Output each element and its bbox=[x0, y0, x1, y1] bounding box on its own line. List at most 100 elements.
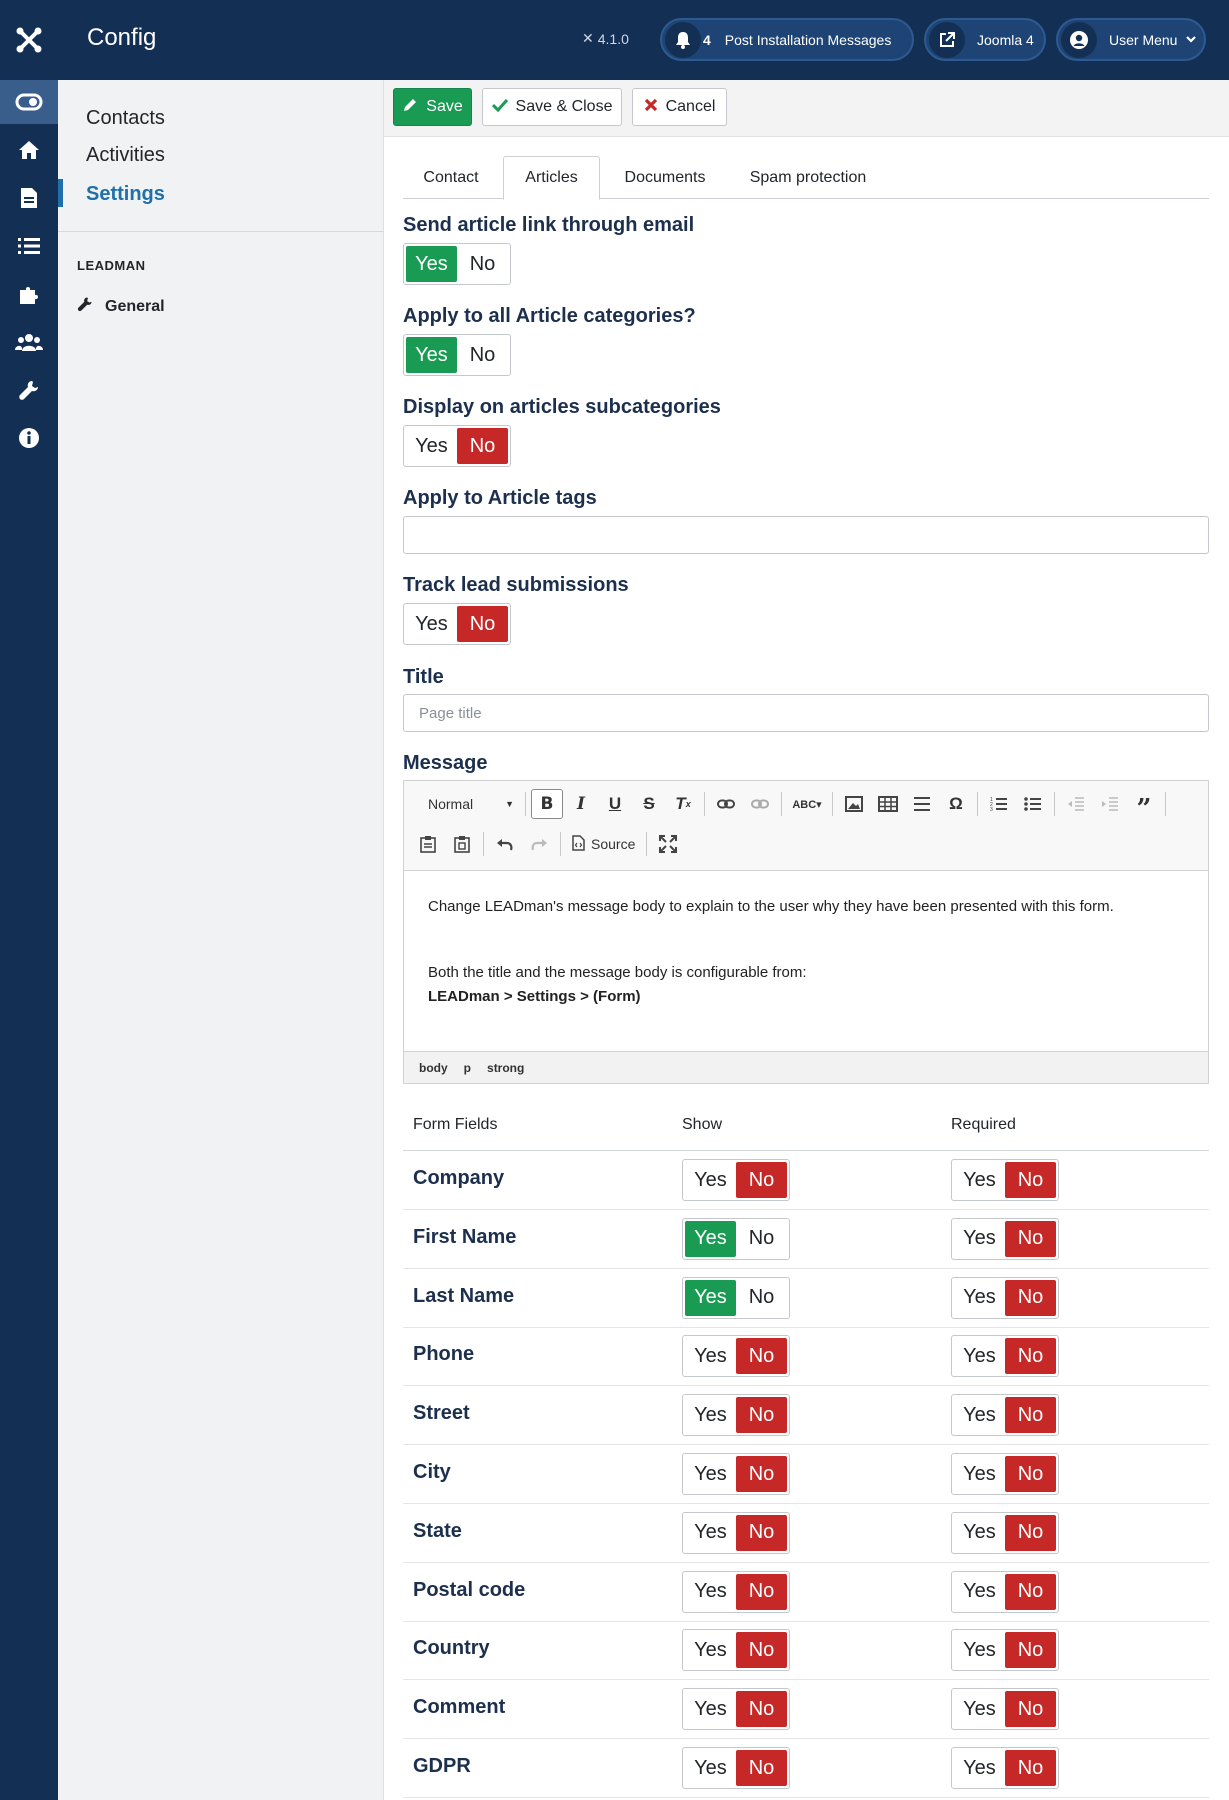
yes-option[interactable]: Yes bbox=[963, 1403, 996, 1426]
no-option[interactable]: No bbox=[1005, 1220, 1056, 1257]
no-option[interactable]: No bbox=[1005, 1632, 1056, 1669]
no-option[interactable]: No bbox=[736, 1397, 787, 1434]
blockquote-icon[interactable]: ” bbox=[1136, 794, 1152, 824]
yes-option[interactable]: Yes bbox=[694, 1756, 727, 1779]
post-installation-messages-button[interactable]: 4 Post Installation Messages bbox=[660, 18, 914, 61]
no-option[interactable]: No bbox=[1005, 1338, 1056, 1375]
toggle-menu-icon[interactable] bbox=[0, 80, 58, 124]
image-icon[interactable] bbox=[838, 789, 870, 819]
no-option[interactable]: No bbox=[1005, 1691, 1056, 1728]
yes-option[interactable]: Yes bbox=[406, 337, 457, 373]
yes-option[interactable]: Yes bbox=[694, 1521, 727, 1544]
yes-option[interactable]: Yes bbox=[963, 1521, 996, 1544]
save-close-button[interactable]: Save & Close bbox=[482, 88, 622, 126]
yes-option[interactable]: Yes bbox=[694, 1403, 727, 1426]
no-option[interactable]: No bbox=[736, 1691, 787, 1728]
no-option[interactable]: No bbox=[1005, 1456, 1056, 1492]
source-button[interactable]: Source bbox=[566, 834, 641, 854]
no-option[interactable]: No bbox=[736, 1456, 787, 1492]
tab-articles[interactable]: Articles bbox=[503, 156, 600, 200]
tags-input[interactable] bbox=[403, 516, 1209, 554]
format-select[interactable]: Normal ▼ bbox=[428, 796, 514, 812]
no-option[interactable]: No bbox=[1005, 1162, 1056, 1198]
indent-icon[interactable] bbox=[1094, 789, 1126, 819]
yes-option[interactable]: Yes bbox=[694, 1168, 727, 1191]
components-puzzle-icon[interactable] bbox=[0, 272, 58, 316]
no-option[interactable]: No bbox=[736, 1514, 787, 1551]
table-icon[interactable] bbox=[872, 789, 904, 819]
redo-icon[interactable] bbox=[523, 829, 555, 859]
path-strong[interactable]: strong bbox=[487, 1060, 525, 1075]
maximize-icon[interactable] bbox=[652, 829, 684, 859]
site-link-button[interactable]: Joomla 4 bbox=[924, 18, 1046, 61]
yes-option[interactable]: Yes bbox=[694, 1580, 727, 1603]
no-option[interactable]: No bbox=[1005, 1279, 1056, 1316]
underline-icon[interactable]: U bbox=[608, 794, 622, 813]
outdent-icon[interactable] bbox=[1060, 789, 1092, 819]
no-option[interactable]: No bbox=[457, 428, 508, 464]
no-option[interactable]: No bbox=[736, 1338, 787, 1375]
submenu-item-general[interactable]: General bbox=[77, 296, 165, 317]
yes-option[interactable]: Yes bbox=[685, 1279, 736, 1316]
strikethrough-icon[interactable]: S bbox=[643, 794, 655, 813]
no-option[interactable]: No bbox=[736, 1632, 787, 1669]
yes-option[interactable]: Yes bbox=[963, 1344, 996, 1367]
system-wrench-icon[interactable] bbox=[0, 368, 58, 412]
yes-option[interactable]: Yes bbox=[963, 1286, 996, 1309]
horizontal-line-icon[interactable] bbox=[906, 789, 938, 819]
no-option[interactable]: No bbox=[469, 343, 496, 366]
bold-icon[interactable]: B bbox=[531, 789, 563, 819]
no-option[interactable]: No bbox=[1005, 1514, 1056, 1551]
submenu-item-settings[interactable]: Settings bbox=[86, 183, 165, 205]
path-body[interactable]: body bbox=[419, 1060, 448, 1075]
undo-icon[interactable] bbox=[489, 829, 521, 859]
yes-option[interactable]: Yes bbox=[963, 1168, 996, 1191]
yes-option[interactable]: Yes bbox=[685, 1220, 736, 1257]
no-option[interactable]: No bbox=[748, 1227, 775, 1250]
spellcheck-icon[interactable]: ABC▾ bbox=[792, 798, 822, 811]
tab-contact[interactable]: Contact bbox=[423, 168, 479, 186]
info-circle-icon[interactable] bbox=[0, 416, 58, 460]
yes-option[interactable]: Yes bbox=[963, 1697, 996, 1720]
user-menu-button[interactable]: User Menu bbox=[1056, 18, 1206, 61]
content-file-icon[interactable] bbox=[0, 176, 58, 220]
no-option[interactable]: No bbox=[469, 252, 496, 275]
italic-icon[interactable]: I bbox=[577, 794, 585, 814]
no-option[interactable]: No bbox=[736, 1162, 787, 1198]
editor-content[interactable]: Change LEADman's message body to explain… bbox=[404, 871, 1208, 1051]
special-character-icon[interactable]: Ω bbox=[949, 794, 963, 813]
yes-option[interactable]: Yes bbox=[415, 434, 448, 457]
bulleted-list-icon[interactable] bbox=[1017, 789, 1049, 819]
joomla-logo-icon[interactable] bbox=[0, 0, 58, 80]
no-option[interactable]: No bbox=[736, 1573, 787, 1610]
yes-option[interactable]: Yes bbox=[694, 1697, 727, 1720]
path-p[interactable]: p bbox=[463, 1060, 472, 1075]
menus-list-icon[interactable] bbox=[0, 224, 58, 268]
tab-documents[interactable]: Documents bbox=[624, 168, 706, 186]
yes-option[interactable]: Yes bbox=[963, 1756, 996, 1779]
yes-option[interactable]: Yes bbox=[415, 612, 448, 635]
yes-option[interactable]: Yes bbox=[963, 1227, 996, 1250]
save-button[interactable]: Save bbox=[393, 88, 472, 126]
cancel-button[interactable]: Cancel bbox=[632, 88, 727, 126]
users-group-icon[interactable] bbox=[0, 320, 58, 364]
no-option[interactable]: No bbox=[1005, 1750, 1056, 1786]
paste-icon[interactable] bbox=[412, 829, 444, 859]
yes-option[interactable]: Yes bbox=[963, 1638, 996, 1661]
home-icon[interactable] bbox=[0, 128, 58, 172]
tab-spam-protection[interactable]: Spam protection bbox=[749, 168, 867, 186]
yes-option[interactable]: Yes bbox=[406, 246, 457, 282]
yes-option[interactable]: Yes bbox=[694, 1638, 727, 1661]
no-option[interactable]: No bbox=[748, 1286, 775, 1309]
paste-text-icon[interactable] bbox=[446, 829, 478, 859]
yes-option[interactable]: Yes bbox=[694, 1344, 727, 1367]
yes-option[interactable]: Yes bbox=[963, 1580, 996, 1603]
link-icon[interactable] bbox=[710, 789, 742, 819]
unlink-icon[interactable] bbox=[744, 789, 776, 819]
no-option[interactable]: No bbox=[1005, 1397, 1056, 1434]
no-option[interactable]: No bbox=[1005, 1573, 1056, 1610]
submenu-item-activities[interactable]: Activities bbox=[86, 144, 165, 166]
submenu-item-contacts[interactable]: Contacts bbox=[86, 107, 165, 129]
yes-option[interactable]: Yes bbox=[963, 1462, 996, 1485]
